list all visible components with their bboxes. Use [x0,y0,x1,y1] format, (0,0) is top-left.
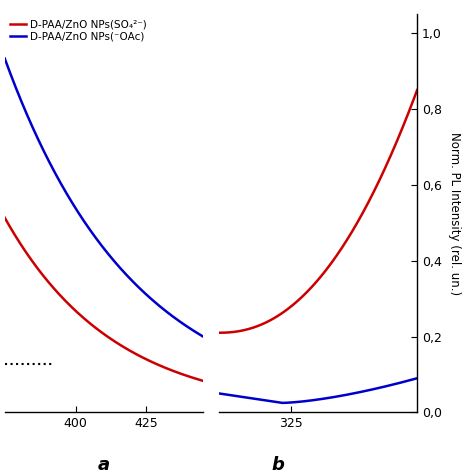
Y-axis label: Norm. PL Intensity (rel. un.): Norm. PL Intensity (rel. un.) [448,132,461,295]
Text: b: b [272,456,285,474]
Text: a: a [98,456,110,474]
Legend: D-PAA/ZnO NPs(SO₄²⁻), D-PAA/ZnO NPs(⁻OAc): D-PAA/ZnO NPs(SO₄²⁻), D-PAA/ZnO NPs(⁻OAc… [10,19,146,42]
